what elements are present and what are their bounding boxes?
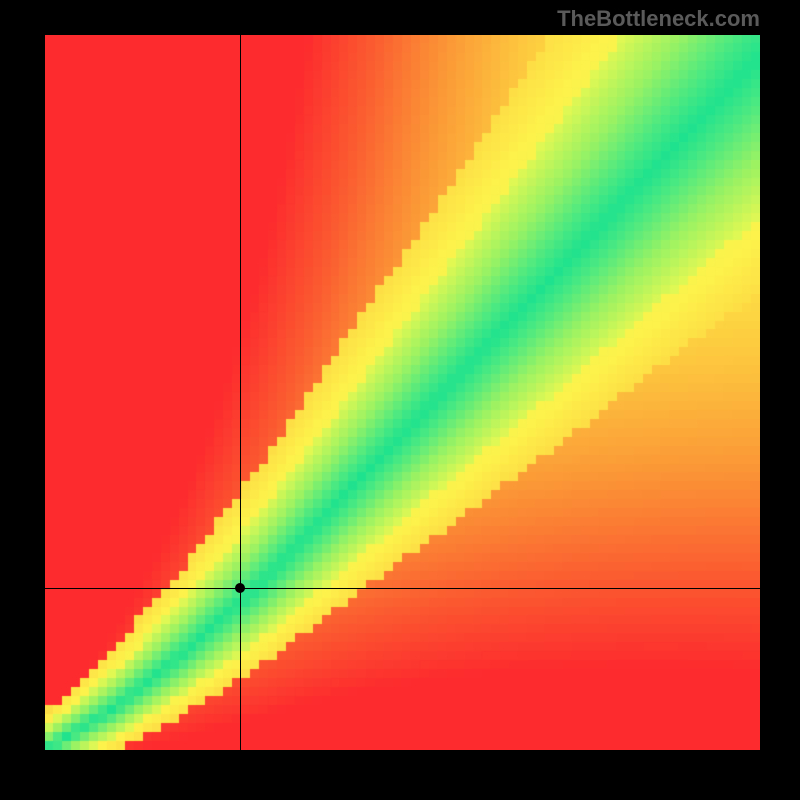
data-point-marker bbox=[235, 583, 245, 593]
crosshair-vertical bbox=[240, 35, 241, 750]
plot-area bbox=[45, 35, 760, 750]
heatmap-canvas bbox=[45, 35, 760, 750]
watermark-text: TheBottleneck.com bbox=[557, 6, 760, 32]
crosshair-horizontal bbox=[45, 588, 760, 589]
